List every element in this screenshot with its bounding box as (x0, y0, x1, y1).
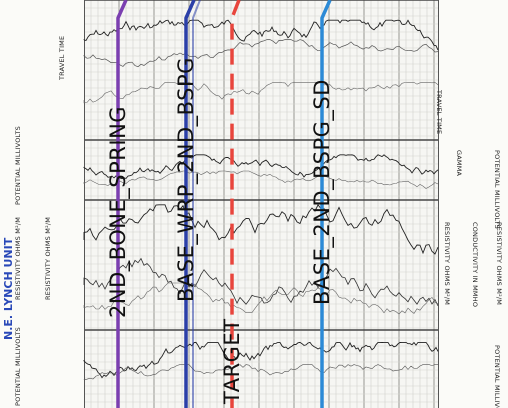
pick-line-2nd-bone-spring (116, 0, 128, 408)
right-header-strip: TRAVEL TIME GAMMA POTENTIAL MILLIVOLTS R… (435, 0, 508, 408)
pick-line-base-2nd-bspg-sd (320, 0, 332, 408)
pick-line-base-wrp-2nd-bspg-shadow (192, 0, 201, 408)
pick-line-target (230, 0, 241, 408)
pick-label-base-wrp-2nd-bspg: BASE_WRP_2ND_BSPG (174, 57, 198, 302)
pick-label-target: TARGET (220, 318, 244, 404)
left-header-strip: TRAVEL TIME POTENTIAL MILLIVOLTS RESISTI… (0, 0, 85, 408)
pick-line-base-wrp-2nd-bspg (184, 0, 196, 408)
pick-label-base-2nd-bspg-sd: BASE_2ND_BSPG_SD (310, 79, 334, 305)
pick-label-2nd-bone-spring: 2ND_BONE_SPRING (106, 105, 130, 318)
